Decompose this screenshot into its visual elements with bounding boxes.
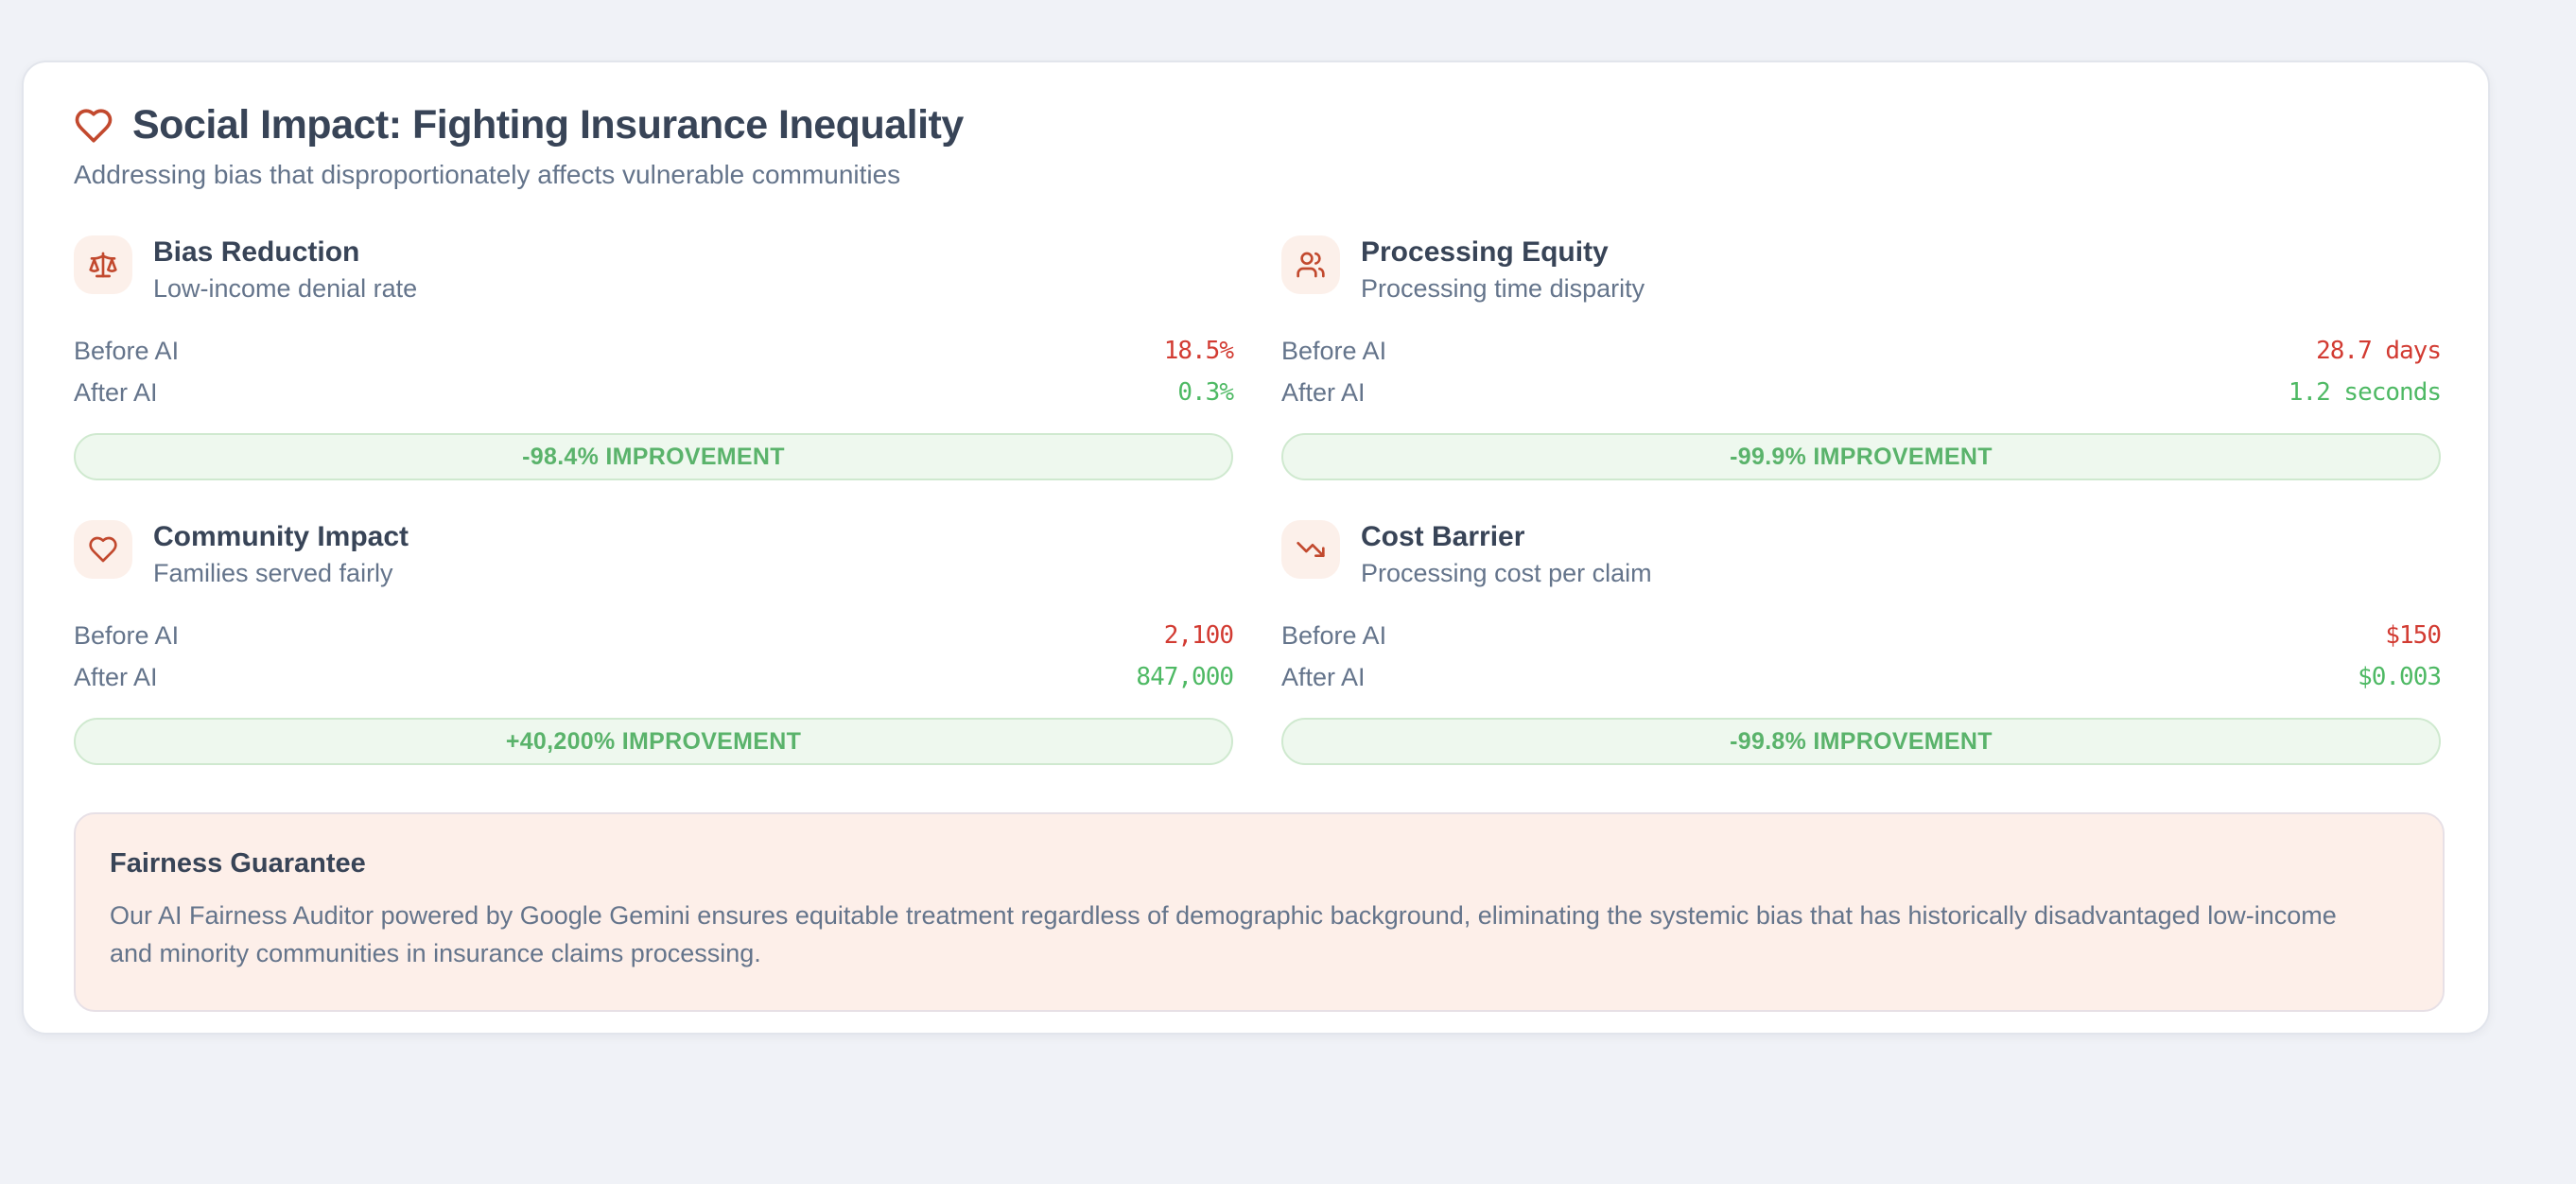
- improvement-badge: -99.8% IMPROVEMENT: [1281, 718, 2441, 765]
- metric-header: Processing Equity Processing time dispar…: [1281, 235, 2441, 304]
- after-ai-row: After AI 0.3%: [74, 372, 1234, 413]
- page-title: Social Impact: Fighting Insurance Inequa…: [132, 102, 964, 148]
- improvement-text: -98.4% IMPROVEMENT: [522, 443, 785, 470]
- metric-card-bias-reduction: Bias Reduction Low-income denial rate Be…: [74, 235, 1234, 480]
- after-ai-label: After AI: [74, 377, 158, 407]
- before-ai-row: Before AI 18.5%: [74, 330, 1234, 372]
- metric-header: Cost Barrier Processing cost per claim: [1281, 520, 2441, 588]
- before-ai-value: 18.5%: [1163, 337, 1234, 365]
- after-ai-row: After AI $0.003: [1281, 656, 2442, 698]
- card-header: Social Impact: Fighting Insurance Inequa…: [74, 102, 2441, 148]
- before-ai-row: Before AI 28.7 days: [1281, 330, 2442, 372]
- metric-card-cost-barrier: Cost Barrier Processing cost per claim B…: [1281, 520, 2442, 765]
- before-ai-row: Before AI $150: [1281, 615, 2442, 656]
- metric-title: Processing Equity: [1361, 236, 1609, 268]
- after-ai-value: 0.3%: [1177, 378, 1234, 407]
- metric-title: Community Impact: [153, 521, 409, 552]
- improvement-text: -99.8% IMPROVEMENT: [1730, 727, 1993, 755]
- metric-header: Bias Reduction Low-income denial rate: [74, 235, 1233, 304]
- metric-subtitle: Processing cost per claim: [1361, 559, 1652, 587]
- social-impact-card: Social Impact: Fighting Insurance Inequa…: [22, 61, 2490, 1035]
- after-ai-label: After AI: [1281, 662, 1366, 691]
- before-ai-row: Before AI 2,100: [74, 615, 1234, 656]
- heart-icon: [74, 106, 113, 146]
- metrics-grid: Bias Reduction Low-income denial rate Be…: [74, 235, 2442, 765]
- metric-subtitle: Processing time disparity: [1361, 274, 1645, 303]
- fairness-guarantee-panel: Fairness Guarantee Our AI Fairness Audit…: [74, 812, 2445, 1012]
- improvement-badge: +40,200% IMPROVEMENT: [74, 718, 1233, 765]
- before-ai-label: Before AI: [1281, 336, 1387, 365]
- after-ai-value: 1.2 seconds: [2288, 378, 2442, 407]
- before-ai-label: Before AI: [74, 620, 180, 650]
- metric-subtitle: Low-income denial rate: [153, 274, 418, 303]
- trending-down-icon: [1281, 520, 1340, 579]
- metric-title: Bias Reduction: [153, 236, 360, 268]
- metric-card-processing-equity: Processing Equity Processing time dispar…: [1281, 235, 2442, 480]
- page-subtitle: Addressing bias that disproportionately …: [74, 160, 901, 189]
- before-ai-label: Before AI: [1281, 620, 1387, 650]
- before-ai-label: Before AI: [74, 336, 180, 365]
- metric-card-community-impact: Community Impact Families served fairly …: [74, 520, 1234, 765]
- fairness-title: Fairness Guarantee: [110, 848, 366, 879]
- users-icon: [1281, 235, 1340, 294]
- metric-title: Cost Barrier: [1361, 521, 1525, 552]
- improvement-badge: -98.4% IMPROVEMENT: [74, 433, 1233, 480]
- metric-subtitle: Families served fairly: [153, 559, 393, 587]
- after-ai-value: $0.003: [2358, 663, 2442, 691]
- after-ai-row: After AI 847,000: [74, 656, 1234, 698]
- scale-icon: [74, 235, 132, 294]
- after-ai-row: After AI 1.2 seconds: [1281, 372, 2442, 413]
- before-ai-value: 28.7 days: [2316, 337, 2442, 365]
- metric-header: Community Impact Families served fairly: [74, 520, 1233, 588]
- improvement-badge: -99.9% IMPROVEMENT: [1281, 433, 2441, 480]
- before-ai-value: 2,100: [1163, 621, 1234, 650]
- after-ai-label: After AI: [1281, 377, 1366, 407]
- improvement-text: +40,200% IMPROVEMENT: [505, 727, 802, 755]
- heart-icon: [74, 520, 132, 579]
- improvement-text: -99.9% IMPROVEMENT: [1730, 443, 1993, 470]
- before-ai-value: $150: [2385, 621, 2442, 650]
- fairness-body: Our AI Fairness Auditor powered by Googl…: [110, 901, 2337, 967]
- after-ai-value: 847,000: [1136, 663, 1234, 691]
- after-ai-label: After AI: [74, 662, 158, 691]
